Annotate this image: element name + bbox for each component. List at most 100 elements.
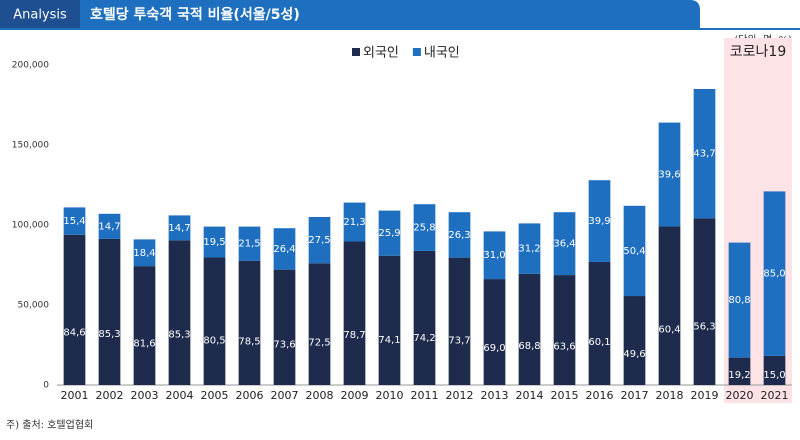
x-tick-label: 2011 <box>411 389 439 402</box>
x-tick-label: 2004 <box>166 389 194 402</box>
bar-label: 81,6 <box>133 338 155 349</box>
bar-segment <box>168 240 191 385</box>
bar-label: 85,3 <box>168 329 190 340</box>
bar-label: 85,0 <box>763 269 785 280</box>
bar-segment <box>273 269 296 385</box>
x-tick-label: 2001 <box>61 389 89 402</box>
bar-label: 78,7 <box>343 330 365 341</box>
bar-label: 21,3 <box>343 217 365 228</box>
x-tick-label: 2009 <box>341 389 369 402</box>
x-tick-label: 2016 <box>586 389 614 402</box>
y-tick-label: 100,000 <box>12 221 49 231</box>
bar-segment <box>98 238 121 385</box>
x-tick-label: 2014 <box>516 389 544 402</box>
y-tick-label: 150,000 <box>12 141 49 151</box>
bar-segment <box>553 275 576 385</box>
bar-segment <box>133 239 156 267</box>
bar-label: 50,4 <box>623 246 645 257</box>
title-box <box>80 0 700 28</box>
bar-segment <box>98 213 121 239</box>
bar-segment <box>203 226 226 258</box>
x-tick-label: 2007 <box>271 389 299 402</box>
bar-label: 27,5 <box>308 235 330 246</box>
x-tick-label: 2013 <box>481 389 509 402</box>
bar-segment <box>658 226 681 385</box>
bar-segment <box>623 205 646 297</box>
x-tick-label: 2005 <box>201 389 229 402</box>
x-tick-label: 2010 <box>376 389 404 402</box>
bar-segment <box>483 231 506 280</box>
x-tick-label: 2018 <box>656 389 684 402</box>
bar-label: 31,0 <box>483 250 505 261</box>
bar-segment <box>518 223 541 274</box>
bar-segment <box>203 257 226 385</box>
bar-label: 63,6 <box>553 342 575 353</box>
bar-label: 80,8 <box>728 295 750 306</box>
bar-segment <box>343 202 366 242</box>
bar-label: 14,7 <box>98 221 120 232</box>
bar-label: 31,2 <box>518 244 540 255</box>
tag: Analysis <box>13 8 67 23</box>
x-tick-label: 2008 <box>306 389 334 402</box>
legend-label: 내국인 <box>424 46 460 61</box>
x-tick-label: 2020 <box>726 389 754 402</box>
bar-label: 18,4 <box>133 248 155 259</box>
bar-label: 74,2 <box>413 333 435 344</box>
bar-label: 85,3 <box>98 329 120 340</box>
bar-segment <box>553 212 576 276</box>
bar-segment <box>588 180 611 262</box>
bar-label: 26,4 <box>273 244 295 255</box>
bar-label: 80,5 <box>203 335 225 346</box>
bar-label: 60,1 <box>588 337 610 348</box>
bar-label: 78,5 <box>238 336 260 347</box>
bar-label: 19,2 <box>728 370 750 381</box>
bar-label: 84,6 <box>63 327 85 338</box>
bar-label: 43,7 <box>693 149 715 160</box>
x-tick-label: 2021 <box>761 389 789 402</box>
bar-label: 39,6 <box>658 170 680 181</box>
bar-segment <box>133 266 156 385</box>
bar-label: 15,0 <box>763 370 785 381</box>
bar-segment <box>728 357 751 385</box>
bar-segment <box>763 191 786 356</box>
x-tick-label: 2017 <box>621 389 649 402</box>
bar-segment <box>63 207 86 235</box>
bar-label: 21,5 <box>238 239 260 250</box>
bar-segment <box>483 279 506 385</box>
y-tick-label: 50,000 <box>18 301 50 311</box>
legend-swatch <box>412 48 421 56</box>
bar-segment <box>693 218 716 385</box>
bar-label: 14,7 <box>168 223 190 234</box>
bar-segment <box>238 226 261 261</box>
bar-label: 19,5 <box>203 237 225 248</box>
x-tick-label: 2006 <box>236 389 264 402</box>
bar-label: 60,4 <box>658 325 680 336</box>
bar-label: 26,3 <box>448 230 470 241</box>
highlight-label: 코로나19 <box>730 44 786 60</box>
bar-segment <box>413 250 436 385</box>
x-tick-label: 2015 <box>551 389 579 402</box>
bar-segment <box>168 215 191 241</box>
bar-segment <box>763 355 786 385</box>
bar-label: 74,1 <box>378 335 400 346</box>
bar-label: 73,7 <box>448 335 470 346</box>
bar-segment <box>308 263 331 385</box>
legend-label: 외국인 <box>363 46 399 61</box>
bar-segment <box>728 242 751 358</box>
bar-label: 68,8 <box>518 341 540 352</box>
bar-segment <box>448 257 471 385</box>
bar-segment <box>413 204 436 251</box>
x-tick-label: 2002 <box>96 389 124 402</box>
bar-segment <box>378 210 401 256</box>
x-tick-label: 2003 <box>131 389 159 402</box>
source: 주) 출처: 호텔업협회 <box>6 418 93 431</box>
x-tick-label: 2019 <box>691 389 719 402</box>
bar-label: 36,4 <box>553 239 575 250</box>
bar-segment <box>623 296 646 385</box>
bar-segment <box>308 217 331 264</box>
bar-label: 39,9 <box>588 216 610 227</box>
bar-segment <box>658 122 681 227</box>
y-tick-label: 200,000 <box>12 61 49 71</box>
bar-label: 56,3 <box>693 322 715 333</box>
